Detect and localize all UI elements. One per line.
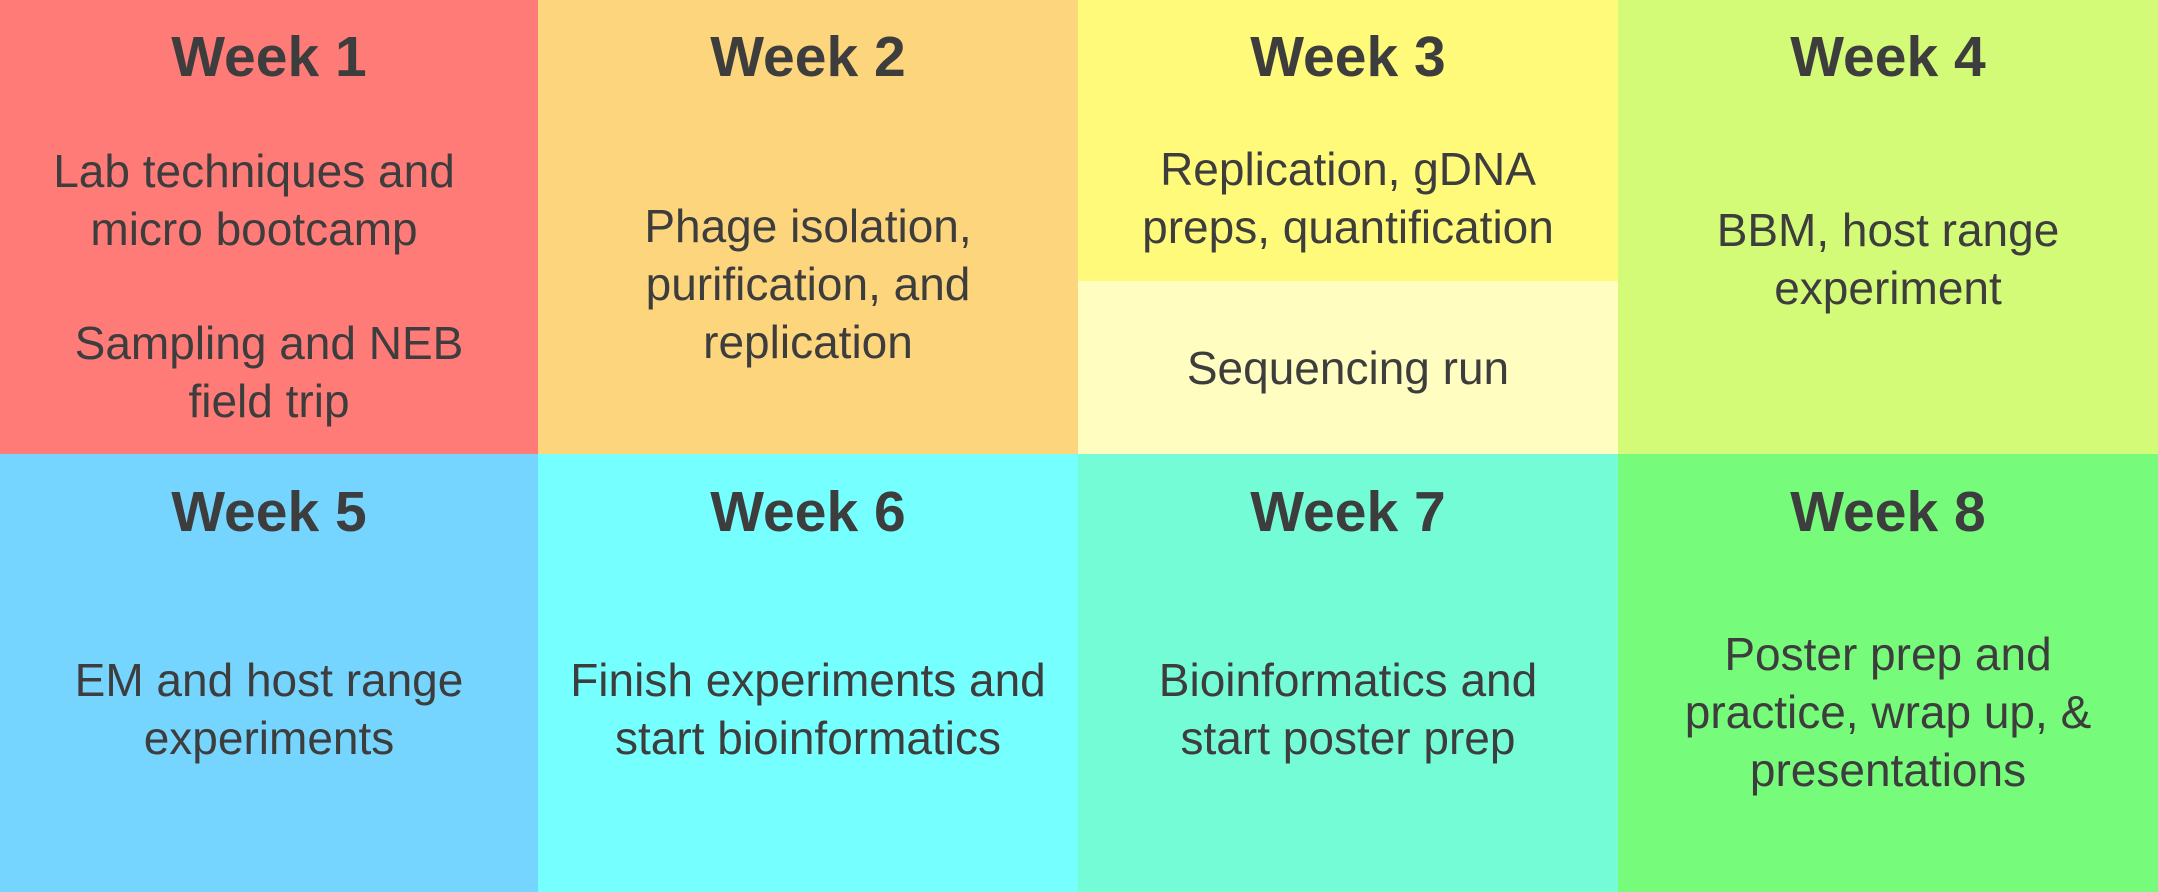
week-6-activity-1: Finish experiments and start bioinformat… — [570, 654, 1046, 764]
week-6-body: Finish experiments and start bioinformat… — [538, 570, 1078, 892]
week-7-title: Week 7 — [1250, 479, 1446, 544]
week-1-body: Lab techniques and micro bootcamp Sampli… — [0, 114, 538, 454]
week-1-title: Week 1 — [171, 24, 367, 89]
week-3-body: Replication, gDNA preps, quantification — [1078, 114, 1618, 281]
week-2-body: Phage isolation, purification, and repli… — [538, 114, 1078, 454]
week-7-activity-1: Bioinformatics and start poster prep — [1158, 654, 1538, 764]
week-1-activity-2: Sampling and NEB field trip — [74, 317, 464, 427]
week-8-title: Week 8 — [1790, 479, 1986, 544]
week-1-header: Week 1 — [0, 0, 538, 114]
week-6-header: Week 6 — [538, 454, 1078, 570]
week-3-activity-1: Replication, gDNA preps, quantification — [1142, 142, 1554, 253]
week-8-header: Week 8 — [1618, 454, 2158, 570]
week-6-title: Week 6 — [710, 479, 906, 544]
week-3-sub-body: Sequencing run — [1078, 281, 1618, 454]
week-2-title: Week 2 — [710, 24, 906, 89]
week-4-activity-1: BBM, host range experiment — [1716, 204, 2060, 314]
week-3-header: Week 3 — [1078, 0, 1618, 114]
week-8-body: Poster prep and practice, wrap up, & pre… — [1618, 570, 2158, 892]
week-4-title: Week 4 — [1790, 24, 1986, 89]
week-2-header: Week 2 — [538, 0, 1078, 114]
week-4-body: BBM, host range experiment — [1618, 114, 2158, 454]
week-7-header: Week 7 — [1078, 454, 1618, 570]
week-5-body: EM and host range experiments — [0, 570, 538, 892]
week-5-activity-1: EM and host range experiments — [74, 654, 464, 764]
week-8-activity-1: Poster prep and practice, wrap up, & pre… — [1684, 628, 2092, 796]
week-2-activity-1: Phage isolation, purification, and repli… — [644, 200, 972, 368]
week-4-header: Week 4 — [1618, 0, 2158, 114]
week-7-body: Bioinformatics and start poster prep — [1078, 570, 1618, 892]
week-1-activity-1: Lab techniques and micro bootcamp — [53, 145, 455, 255]
week-3-activity-2: Sequencing run — [1186, 341, 1510, 394]
week-5-header: Week 5 — [0, 454, 538, 570]
week-5-title: Week 5 — [171, 479, 367, 544]
week-3-title: Week 3 — [1250, 24, 1446, 89]
